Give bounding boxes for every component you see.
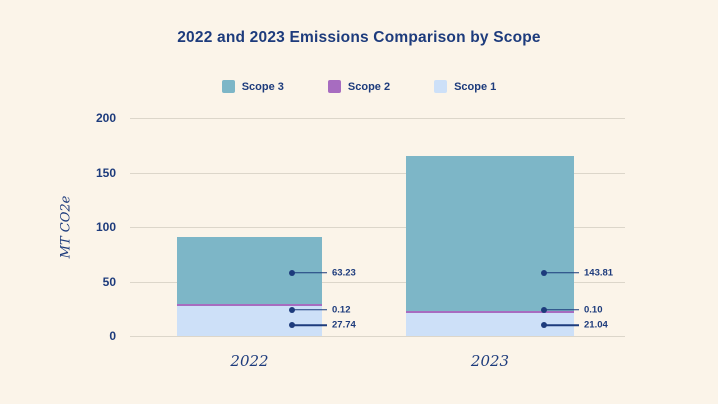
legend-swatch-scope-1 xyxy=(434,80,448,93)
y-tick-100: 100 xyxy=(95,220,116,234)
gridline-50 xyxy=(130,281,625,283)
y-tick-150: 150 xyxy=(95,165,116,180)
value-dot-2022-scope-2 xyxy=(289,306,295,313)
bar-2022-scope-1[interactable] xyxy=(177,305,322,336)
value-leader-line xyxy=(292,309,327,311)
y-tick-50: 50 xyxy=(102,274,116,289)
value-dot-2022-scope-3 xyxy=(289,269,295,276)
legend-label: Scope 2 xyxy=(347,80,391,93)
value-label-2022-scope-3: 63.23 xyxy=(332,267,356,279)
value-label-2022-scope-1: 27.74 xyxy=(332,319,356,331)
legend-item-scope-1[interactable]: Scope 1 xyxy=(434,80,496,93)
chart-title: 2022 and 2023 Emissions Comparison by Sc… xyxy=(177,29,541,46)
bar-2022-scope-3[interactable] xyxy=(177,236,322,306)
legend-swatch-scope-3 xyxy=(221,80,235,93)
value-label-2023-scope-2: 0.10 xyxy=(584,304,603,316)
legend-label: Scope 1 xyxy=(454,80,497,93)
value-dot-2023-scope-2 xyxy=(541,306,547,313)
value-dot-2022-scope-1 xyxy=(289,322,295,329)
bar-2022-scope-2[interactable] xyxy=(177,303,322,306)
x-axis-label-2022: 2022 xyxy=(230,352,269,370)
gridline-0 xyxy=(130,336,625,337)
legend-item-scope-3[interactable]: Scope 3 xyxy=(221,80,284,93)
value-label-2023-scope-1: 21.04 xyxy=(584,319,608,331)
value-dot-2023-scope-1 xyxy=(541,322,547,329)
gridline-100 xyxy=(130,227,625,228)
value-dot-2023-scope-3 xyxy=(541,269,547,276)
value-leader-line xyxy=(292,272,327,274)
value-leader-line xyxy=(292,324,327,326)
value-leader-line xyxy=(544,324,579,326)
x-axis-label-2023: 2023 xyxy=(470,352,510,370)
bar-2023-scope-2[interactable] xyxy=(406,311,574,314)
legend-swatch-scope-2 xyxy=(327,80,341,93)
gridline-200 xyxy=(130,118,625,119)
value-label-2023-scope-3: 143.81 xyxy=(584,267,614,279)
legend-item-scope-2[interactable]: Scope 2 xyxy=(327,80,391,93)
y-tick-200: 200 xyxy=(95,111,116,125)
legend-label: Scope 3 xyxy=(241,80,284,93)
value-label-2022-scope-2: 0.12 xyxy=(332,304,351,316)
gridline-150 xyxy=(130,172,625,174)
value-leader-line xyxy=(544,272,579,274)
y-tick-0: 0 xyxy=(109,329,116,343)
value-leader-line xyxy=(544,309,579,311)
bar-2023-scope-1[interactable] xyxy=(406,313,574,336)
bar-2023-scope-3[interactable] xyxy=(406,156,574,313)
legend: Scope 3 Scope 2 Scope 1 xyxy=(0,80,718,93)
